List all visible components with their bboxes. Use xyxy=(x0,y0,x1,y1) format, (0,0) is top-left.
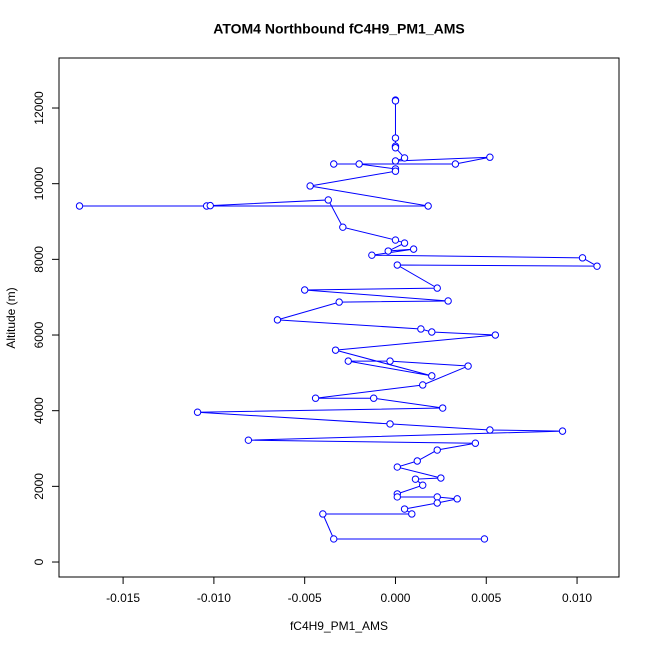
data-point xyxy=(558,427,567,435)
data-point xyxy=(491,331,500,339)
data-point xyxy=(386,420,394,428)
data-point xyxy=(464,362,472,370)
data-point xyxy=(400,505,409,513)
y-tick-label: 2000 xyxy=(32,473,46,500)
chart-title: ATOM4 Northbound fC4H9_PM1_AMS xyxy=(213,21,465,37)
data-point xyxy=(324,196,332,204)
data-point xyxy=(75,202,84,210)
data-point xyxy=(417,325,425,333)
data-point xyxy=(339,223,347,231)
y-tick-label: 8000 xyxy=(32,246,46,273)
y-tick-label: 0 xyxy=(32,558,46,565)
data-point xyxy=(433,499,441,507)
data-point xyxy=(451,160,460,168)
data-point xyxy=(244,436,253,444)
data-point xyxy=(424,202,432,210)
data-point xyxy=(400,239,409,247)
data-point xyxy=(306,182,314,190)
data-point xyxy=(386,357,394,365)
data-point xyxy=(409,245,418,253)
data-point xyxy=(391,144,400,152)
plot-frame xyxy=(58,57,620,578)
x-tick-label: 0.000 xyxy=(380,591,410,605)
data-point xyxy=(206,201,214,210)
data-point xyxy=(311,394,320,402)
data-point xyxy=(419,381,427,389)
x-tick-label: -0.015 xyxy=(106,591,140,605)
data-point xyxy=(411,475,420,483)
data-point xyxy=(408,510,416,518)
y-tick-label: 4000 xyxy=(32,397,46,424)
data-point xyxy=(368,251,376,259)
data-point xyxy=(300,286,309,294)
data-point xyxy=(393,493,401,501)
x-tick-label: 0.005 xyxy=(471,591,501,605)
data-point xyxy=(391,97,400,105)
x-tick-label: 0.010 xyxy=(562,591,592,605)
data-point xyxy=(453,495,461,503)
data-point xyxy=(391,134,400,142)
data-point xyxy=(331,346,340,354)
data-point xyxy=(486,153,494,161)
data-point xyxy=(369,394,378,402)
data-point xyxy=(486,426,494,434)
y-tick-label: 10000 xyxy=(32,167,46,201)
data-point xyxy=(391,236,400,244)
data-point xyxy=(193,408,202,416)
y-axis-label: Altitude (m) xyxy=(4,287,18,348)
data-point xyxy=(330,160,338,168)
data-point xyxy=(335,298,343,306)
data-point xyxy=(578,254,587,262)
data-point xyxy=(355,160,363,168)
data-point xyxy=(433,446,441,454)
data-point xyxy=(273,316,282,324)
data-point xyxy=(400,154,409,162)
data-point xyxy=(428,372,436,380)
y-tick-label: 12000 xyxy=(32,91,46,125)
data-point xyxy=(393,463,401,471)
data-point xyxy=(428,328,436,336)
data-point xyxy=(471,439,480,447)
data-point xyxy=(413,457,421,465)
data-point xyxy=(344,357,352,365)
data-line xyxy=(79,100,599,540)
y-tick-label: 6000 xyxy=(32,321,46,348)
data-point xyxy=(419,481,427,489)
x-tick-label: -0.010 xyxy=(197,591,231,605)
data-point xyxy=(593,262,601,270)
data-point xyxy=(437,474,445,482)
data-point xyxy=(393,261,401,269)
x-axis-label: fC4H9_PM1_AMS xyxy=(290,619,388,633)
data-point xyxy=(444,297,452,305)
data-point xyxy=(319,510,327,518)
data-point xyxy=(480,535,489,543)
data-point xyxy=(391,157,400,165)
data-point xyxy=(438,404,447,412)
data-point xyxy=(433,493,441,501)
data-point xyxy=(433,284,441,292)
data-point xyxy=(391,167,400,175)
data-point xyxy=(384,247,392,255)
x-tick-label: -0.005 xyxy=(288,591,322,605)
data-point xyxy=(330,535,338,543)
